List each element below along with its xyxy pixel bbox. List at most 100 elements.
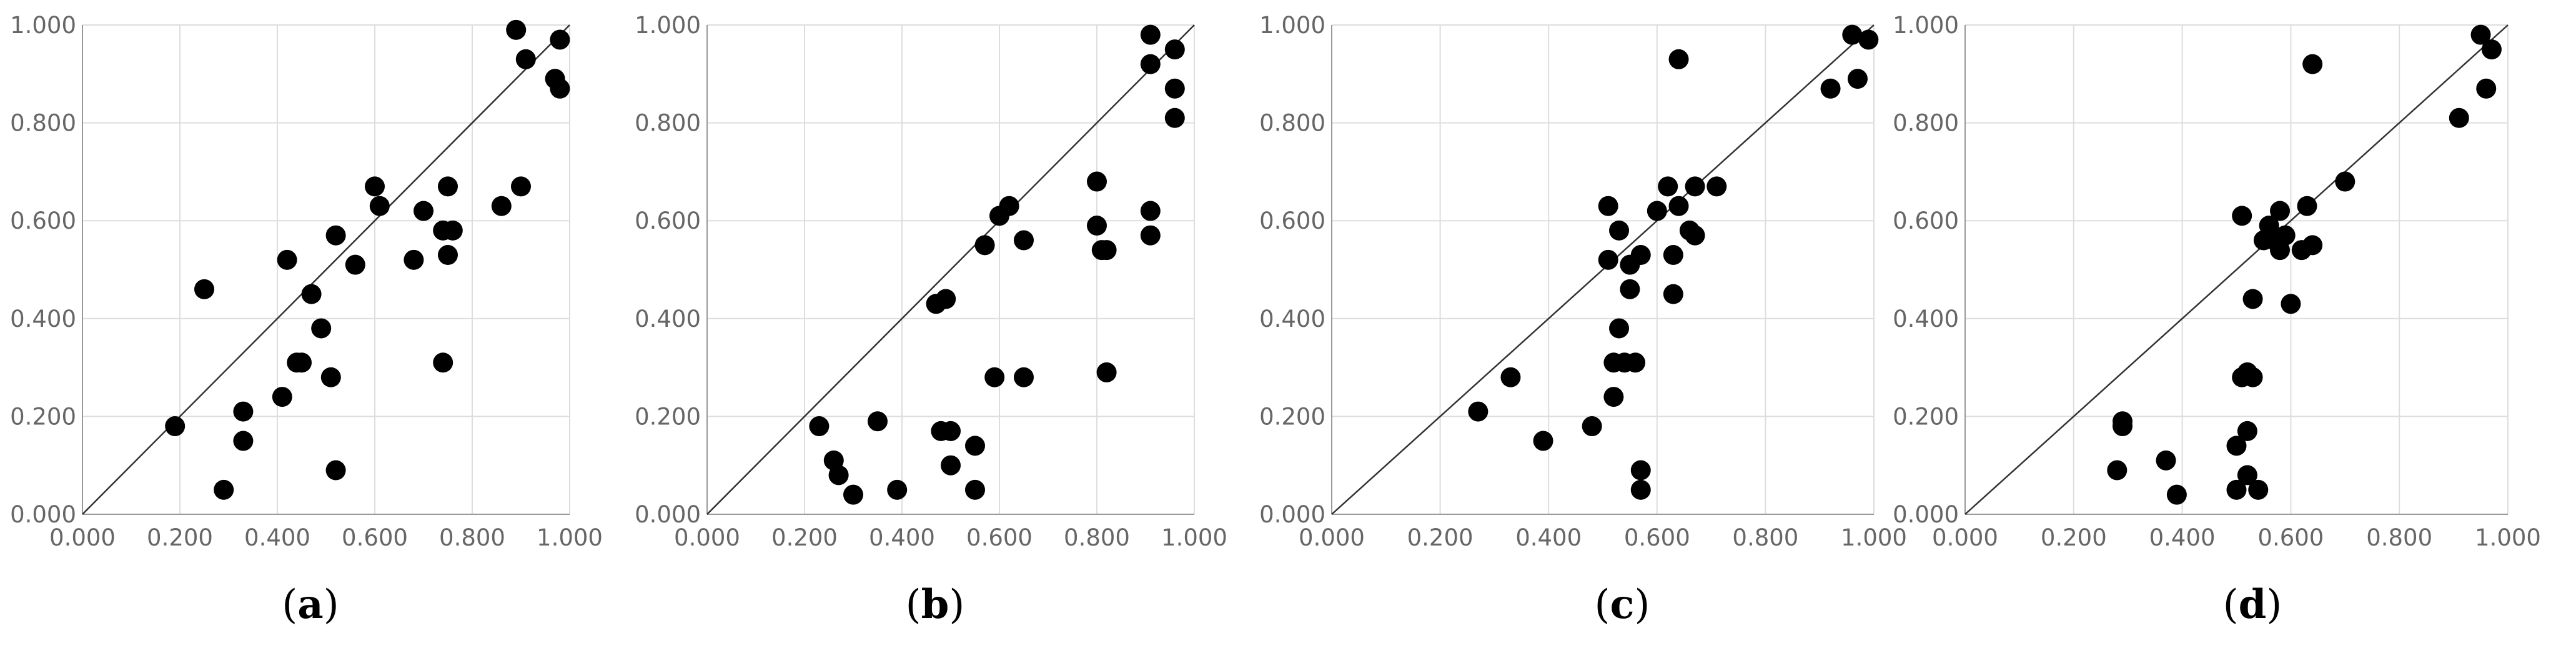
data-point bbox=[414, 201, 433, 221]
data-point bbox=[369, 196, 390, 216]
data-point bbox=[2335, 171, 2356, 192]
data-point bbox=[2107, 460, 2128, 481]
data-point bbox=[1598, 196, 1618, 216]
data-point bbox=[438, 245, 458, 266]
data-point bbox=[1603, 387, 1624, 407]
reference-line bbox=[1331, 24, 1875, 515]
y-tick-label: 0.000 bbox=[10, 501, 76, 528]
data-point bbox=[2166, 484, 2187, 505]
data-point bbox=[941, 421, 961, 441]
data-point bbox=[277, 249, 297, 270]
data-point bbox=[1014, 367, 1034, 387]
x-tick-label: 0.600 bbox=[342, 524, 408, 551]
x-tick-label: 0.000 bbox=[674, 524, 740, 551]
data-point bbox=[325, 225, 346, 246]
data-point bbox=[1658, 176, 1678, 197]
data-point bbox=[438, 176, 458, 197]
data-point bbox=[965, 436, 985, 456]
data-point bbox=[1164, 78, 1185, 99]
x-tick-label: 0.200 bbox=[771, 524, 838, 551]
y-tick-label: 1.000 bbox=[1259, 12, 1325, 39]
data-point bbox=[2156, 450, 2176, 471]
data-point bbox=[828, 465, 849, 486]
y-tick-label: 0.000 bbox=[1893, 501, 1959, 528]
y-tick-label: 0.800 bbox=[1259, 110, 1325, 137]
x-tick-label: 0.800 bbox=[1064, 524, 1130, 551]
x-tick-label: 0.400 bbox=[1515, 524, 1582, 551]
data-point bbox=[1500, 367, 1521, 387]
data-point bbox=[999, 196, 1019, 216]
data-point bbox=[1140, 201, 1161, 221]
scatter-plot-d: 0.000 0.200 0.400 0.600 0.800 1.000 0.000 0.200… bbox=[1893, 12, 2541, 551]
data-point bbox=[2476, 78, 2497, 99]
data-point bbox=[1685, 225, 1705, 246]
data-point bbox=[491, 196, 512, 216]
data-point bbox=[1668, 196, 1689, 216]
y-tick-label: 1.000 bbox=[10, 12, 76, 39]
reference-line bbox=[706, 24, 1195, 515]
x-tick-label: 0.800 bbox=[439, 524, 505, 551]
data-point bbox=[1468, 401, 1489, 422]
panel-c: 0.000 0.200 0.400 0.600 0.800 1.000 0.000 0.200… bbox=[1249, 0, 1907, 648]
y-tick-label: 0.400 bbox=[1893, 306, 1959, 332]
data-point bbox=[2275, 225, 2296, 246]
x-tick-label: 0.200 bbox=[2041, 524, 2107, 551]
data-point bbox=[1609, 318, 1630, 339]
data-point bbox=[2226, 479, 2247, 500]
y-tick-label: 0.600 bbox=[10, 207, 76, 234]
data-point bbox=[984, 367, 1005, 387]
data-point bbox=[515, 49, 536, 69]
data-point bbox=[2302, 235, 2323, 256]
data-point bbox=[843, 484, 863, 505]
data-point bbox=[1663, 284, 1683, 304]
data-point bbox=[550, 78, 570, 99]
y-tick-label: 0.000 bbox=[1259, 501, 1325, 528]
caption-b-label: b bbox=[921, 581, 949, 628]
y-tick-label: 0.600 bbox=[1259, 207, 1325, 234]
reference-line bbox=[82, 24, 570, 515]
y-tick-label: 0.400 bbox=[1259, 306, 1325, 332]
data-point bbox=[1625, 352, 1646, 373]
caption-c-text: (c) bbox=[1594, 581, 1650, 628]
scatter-plot-c: 0.000 0.200 0.400 0.600 0.800 1.000 0.000 0.200… bbox=[1259, 12, 1907, 551]
data-point bbox=[233, 431, 254, 451]
y-tick-label: 0.400 bbox=[10, 306, 76, 332]
data-point bbox=[1707, 176, 1727, 197]
data-point bbox=[2232, 206, 2252, 226]
caption-c-label: c bbox=[1610, 581, 1635, 628]
x-tick-label: 0.600 bbox=[2257, 524, 2324, 551]
data-point bbox=[1140, 225, 1161, 246]
data-point bbox=[1096, 240, 1117, 261]
y-tick-label: 0.200 bbox=[1259, 403, 1325, 430]
scatter-plot-a: 0.000 0.200 0.400 0.600 0.800 1.000 0.000 0.200… bbox=[10, 12, 603, 551]
y-tick-label: 0.200 bbox=[1893, 403, 1959, 430]
y-tick-label: 0.800 bbox=[635, 110, 701, 137]
data-point bbox=[1598, 249, 1618, 270]
data-point bbox=[1140, 24, 1161, 45]
data-point bbox=[1668, 49, 1689, 69]
y-tick-label: 0.600 bbox=[1893, 207, 1959, 234]
data-point bbox=[2481, 39, 2502, 60]
scatter-plot-b: 0.000 0.200 0.400 0.600 0.800 1.000 0.000 0.200… bbox=[635, 12, 1227, 551]
y-tick-label: 0.800 bbox=[10, 110, 76, 137]
data-point bbox=[2470, 24, 2491, 45]
data-point bbox=[1820, 78, 1841, 99]
x-tick-label: 0.200 bbox=[147, 524, 213, 551]
data-point bbox=[550, 29, 570, 50]
data-point bbox=[511, 176, 531, 197]
data-point bbox=[1014, 230, 1034, 251]
data-point bbox=[1620, 279, 1640, 299]
data-point bbox=[1582, 416, 1602, 437]
x-tick-label: 1.000 bbox=[1161, 524, 1227, 551]
caption-d-text: (d) bbox=[2222, 581, 2282, 628]
panel-d: 0.000 0.200 0.400 0.600 0.800 1.000 0.000 0.200… bbox=[1874, 0, 2541, 648]
data-point bbox=[272, 387, 292, 407]
data-point bbox=[365, 176, 385, 197]
data-point bbox=[1609, 220, 1630, 241]
data-point bbox=[1533, 431, 1553, 451]
data-point bbox=[194, 279, 214, 299]
data-point bbox=[2270, 201, 2291, 221]
data-point bbox=[965, 479, 985, 500]
data-point bbox=[301, 284, 322, 304]
